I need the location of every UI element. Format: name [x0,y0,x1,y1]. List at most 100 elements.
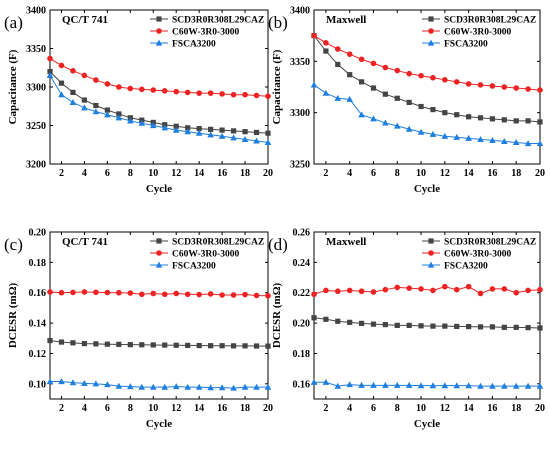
data-point [207,90,214,96]
data-point [454,112,460,118]
data-point [501,84,508,90]
data-point [161,383,169,390]
data-point [501,117,507,123]
data-point [310,378,318,385]
data-point [47,289,53,295]
data-point [370,115,377,122]
x-tick-label: 14 [194,168,204,179]
data-point [242,291,248,298]
data-point [394,67,401,74]
x-tick-label: 4 [82,168,87,179]
data-point [489,382,496,389]
y-tick-label: 0.16 [293,379,311,390]
x-tick-label: 12 [171,403,181,414]
data-point [219,91,225,97]
data-point [104,111,111,118]
data-point [185,342,191,349]
data-point [47,337,53,344]
data-point [195,383,203,390]
data-point [370,85,377,91]
data-point [347,72,353,78]
y-tick-label: 0.24 [293,258,311,269]
data-point [104,107,110,113]
data-point [47,55,53,62]
data-point [406,99,412,105]
x-tick-label: 18 [511,403,521,414]
data-point [69,379,77,386]
data-point [394,95,400,101]
legend-label: SCD3R0R308L29CAZ [444,16,536,26]
data-point [161,124,169,131]
x-tick-label: 20 [263,403,273,414]
data-point [524,140,532,147]
data-point [370,321,377,327]
data-point [334,288,341,295]
series-1 [47,55,271,100]
data-point [172,126,180,133]
data-point [81,72,88,79]
series-0 [311,315,543,331]
data-point [115,382,123,389]
data-point [264,383,272,390]
legend-marker [428,238,434,244]
panel-title: QC/T 741 [62,14,108,26]
data-point [418,323,424,329]
data-point [149,383,157,390]
x-tick-label: 12 [171,168,181,179]
series-line [314,381,540,387]
data-point [265,130,271,136]
x-tick-label: 20 [535,168,545,179]
data-point [335,61,341,68]
data-point [346,51,353,57]
y-tick-label: 0.18 [293,349,311,360]
x-tick-label: 2 [59,403,64,414]
x-tick-label: 14 [464,403,474,414]
data-point [513,324,519,330]
x-tick-label: 4 [347,168,352,179]
data-point [536,382,544,389]
data-point [138,86,145,93]
x-tick-label: 10 [416,168,426,179]
x-tick-label: 16 [487,403,497,414]
series-0 [311,33,543,125]
data-point [207,131,214,138]
data-point [537,87,543,93]
data-point [442,283,448,290]
data-point [69,99,77,105]
x-axis-title: Cycle [414,418,440,430]
data-point [346,287,353,294]
data-point [185,125,191,131]
data-point [393,122,401,129]
data-point [417,382,425,389]
data-point [70,289,76,296]
data-point [253,343,260,349]
series-0 [47,69,271,136]
data-point [253,383,260,390]
data-point [196,125,202,132]
data-point [453,286,460,293]
y-tick-label: 0.26 [293,228,311,239]
data-point [241,383,249,390]
legend-label: C60W-3R0-3000 [172,28,239,38]
data-point [196,90,202,96]
x-tick-label: 2 [323,168,328,179]
data-point [208,343,214,349]
y-tick-label: 0.10 [29,379,47,390]
legend-label: FSCA3200 [172,40,216,50]
data-point [393,381,401,388]
data-point [161,88,168,94]
data-point [127,342,133,348]
legend-label: FSCA3200 [444,262,488,272]
x-axis-title: Cycle [146,183,172,195]
data-point [512,382,520,389]
data-point [92,380,100,387]
data-point [358,79,365,85]
y-tick-label: 3400 [26,6,46,17]
data-point [264,139,272,146]
data-point [418,72,424,79]
data-point [310,81,318,88]
data-point [70,68,76,74]
legend-marker [427,261,435,268]
y-tick-label: 0.22 [293,288,311,299]
data-point [370,381,377,388]
